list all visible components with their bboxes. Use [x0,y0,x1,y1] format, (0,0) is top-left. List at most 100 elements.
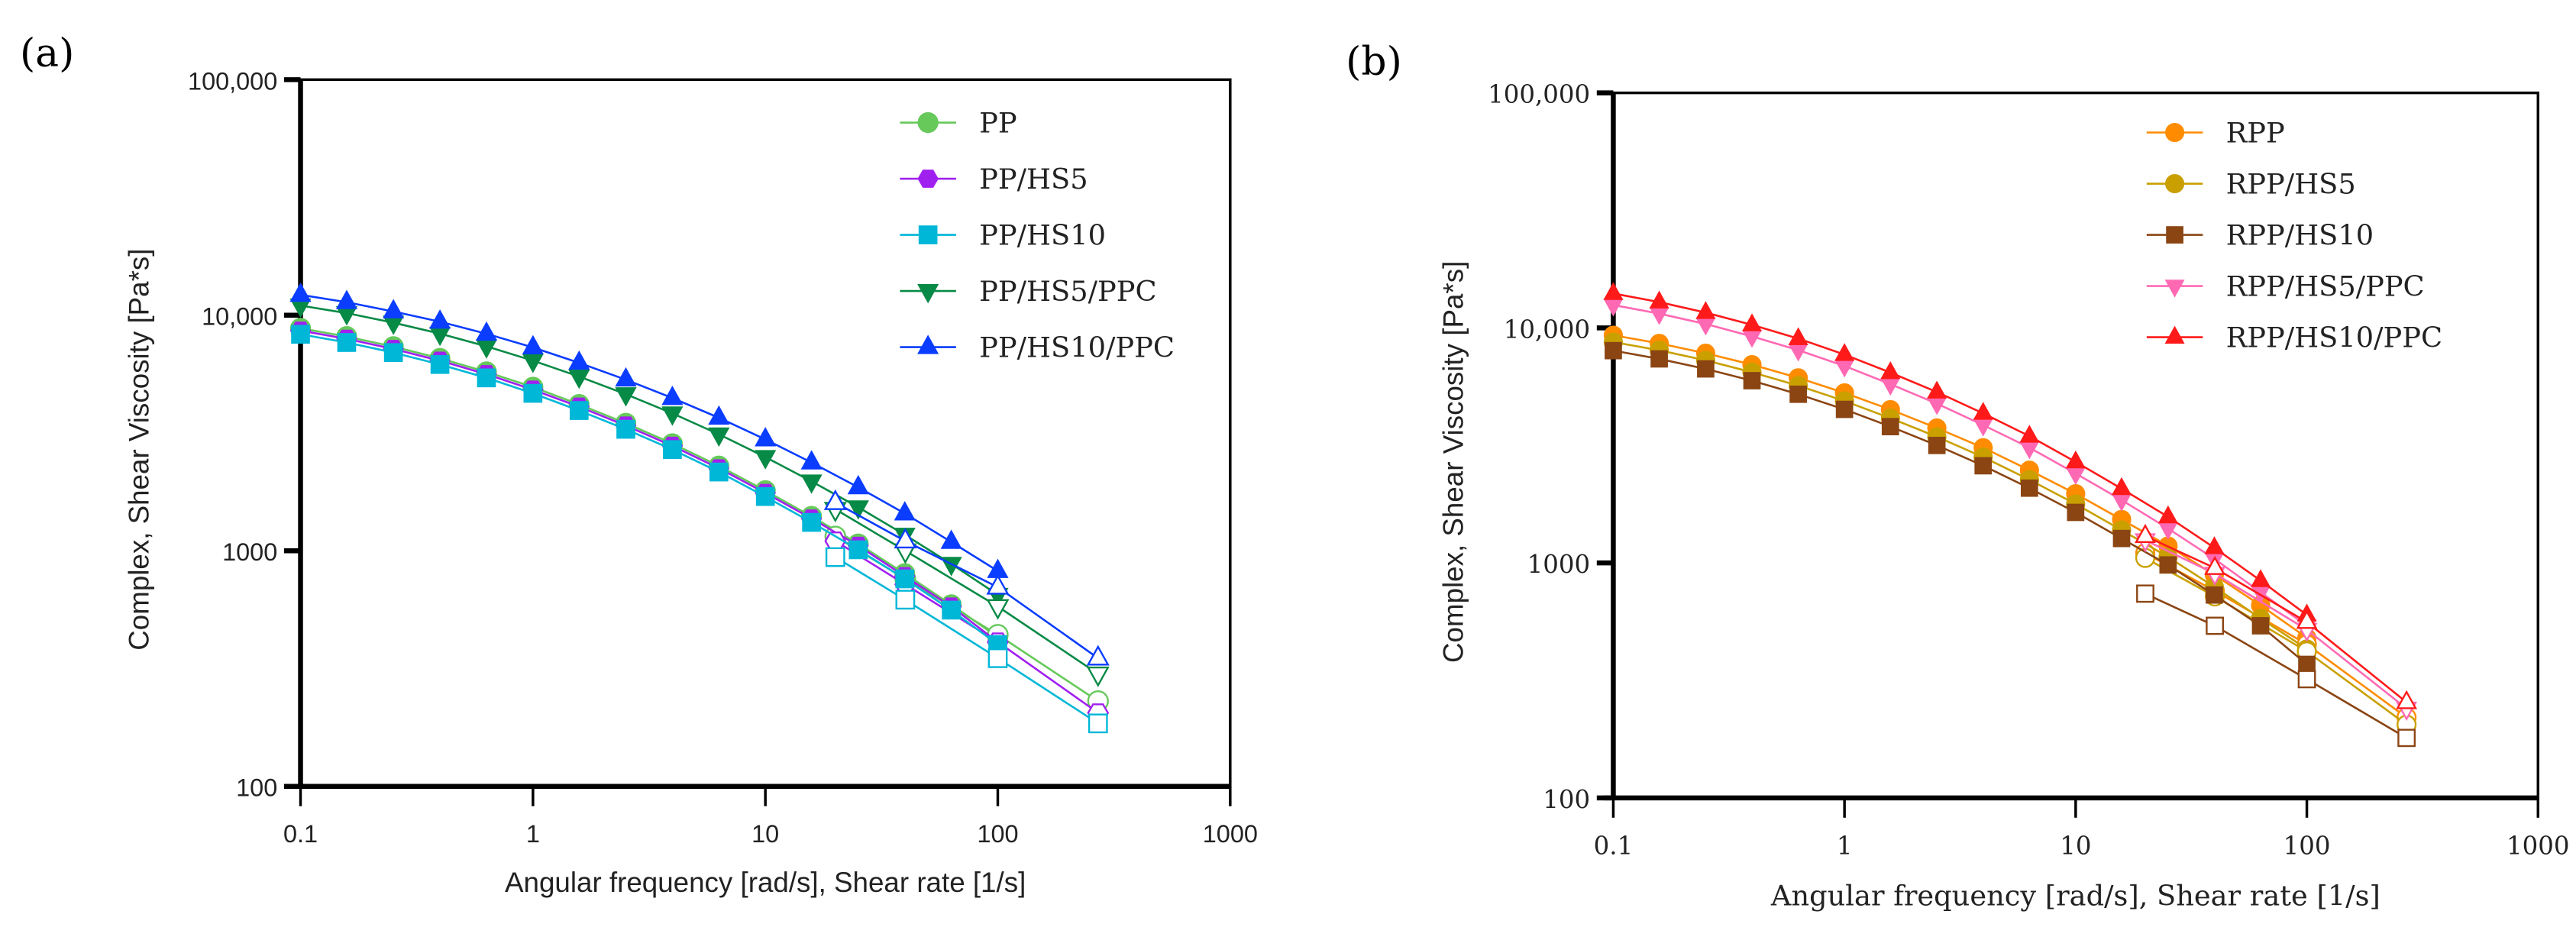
data-point [755,450,777,470]
series-line [300,327,999,638]
data-point [1743,372,1761,389]
series-pp-hs10 [291,325,1108,734]
data-point [430,354,450,374]
legend-marker [917,170,939,188]
legend-marker [2165,173,2185,194]
data-point [337,333,357,352]
data-point [663,440,682,460]
data-point [1973,402,1993,420]
chart-panel-a: (a) 0.1 1 10 100 1000 100 1000 10,000 100,000 Angu… [20,31,1258,898]
y-tick-label: 100,000 [1488,80,1590,109]
data-point [523,383,543,403]
legend-marker [917,111,939,134]
data-point [2111,477,2132,496]
data-point [942,600,961,620]
data-point [755,427,777,447]
x-axis-label: Angular frequency [rad/s], Shear rate [1… [1770,879,2380,912]
legend-marker [917,283,939,304]
data-point [708,405,730,425]
data-point [1649,290,1669,309]
data-point [429,309,451,329]
shear-data-point [2206,616,2224,635]
series-rpp-hs5-ppc [1603,299,2418,721]
data-point [1974,457,1993,475]
data-point [291,325,310,344]
data-point [475,321,498,341]
data-point [383,343,403,363]
x-tick-label: 1 [526,820,540,848]
data-point [755,486,775,506]
data-point [940,529,962,549]
legend-marker [2166,226,2183,244]
data-point [1927,380,1947,399]
data-point [335,289,358,309]
data-point [661,385,684,405]
shear-series-line [835,540,1099,714]
series-line [1613,349,2308,665]
y-axis-label: Complex, Shear Viscosity [Pa*s] [124,248,155,650]
data-point [568,370,590,389]
shear-data-point [823,489,847,510]
y-tick-label: 100,000 [188,67,277,95]
shear-data-point [2397,729,2416,748]
panel-label: (b) [1346,39,1402,85]
shear-series-line [2145,557,2407,725]
series-line [300,293,999,572]
legend-label: PP/HS5 [979,163,1088,195]
data-point [477,368,496,388]
data-point [802,512,821,532]
data-point [2298,655,2316,674]
data-point [1835,400,1854,418]
data-point [1603,282,1624,300]
shear-data-point [2296,609,2318,629]
legend-label: PP [979,106,1017,139]
legend-label: PP/HS10 [979,219,1106,252]
plot-frame [1611,91,2539,800]
legend-entry: PP/HS5/PPC [900,275,1157,308]
shear-series-line [2145,535,2407,703]
x-tick-label: 10 [751,820,779,848]
x-tick-label: 1 [1837,831,1853,860]
legend-entry: RPP/HS10 [2146,219,2374,252]
legend-entry: RPP [2146,116,2285,149]
data-point [2157,522,2178,541]
data-point [2251,569,2271,587]
panel-label: (a) [20,31,74,76]
legend-marker [2164,279,2185,298]
data-point [615,387,637,407]
shear-data-point [895,590,916,610]
data-point [568,350,590,370]
x-tick-label: 10 [2060,831,2091,860]
data-point [1603,299,1624,317]
shear-data-point [2136,584,2154,603]
data-point [847,474,869,495]
data-point [2020,479,2038,497]
chart-panel-b: (b) 0.1 1 10 100 1000 100 1000 10,000 100,000 Angu… [1346,39,2569,913]
data-point [848,540,868,560]
data-point [2065,450,2086,469]
y-tick-label: 10,000 [1504,315,1590,344]
legend-label: PP/HS10/PPC [979,331,1175,364]
x-tick-label: 100 [977,820,1018,848]
data-point [895,569,915,589]
data-point [1880,360,1901,380]
series-line [1613,334,2308,639]
series-pp-hs10-ppc [289,282,1110,666]
data-point [1881,418,1899,436]
x-tick-label: 1000 [2507,831,2570,860]
data-point [1650,350,1668,368]
data-point [800,450,823,470]
legend-label: RPP/HS10/PPC [2226,321,2442,354]
series-rpp-hs10-ppc [1603,282,2418,709]
shear-data-point [2297,670,2316,689]
x-axis-label: Angular frequency [rad/s], Shear rate [1… [505,867,1026,898]
data-point [2206,586,2223,604]
data-point [1834,343,1855,361]
series-rpp [1603,325,2417,728]
data-point [569,401,589,420]
shear-series-line [2145,539,2407,709]
shear-data-point [1086,666,1110,687]
data-point [289,282,312,302]
data-point [1697,360,1715,378]
